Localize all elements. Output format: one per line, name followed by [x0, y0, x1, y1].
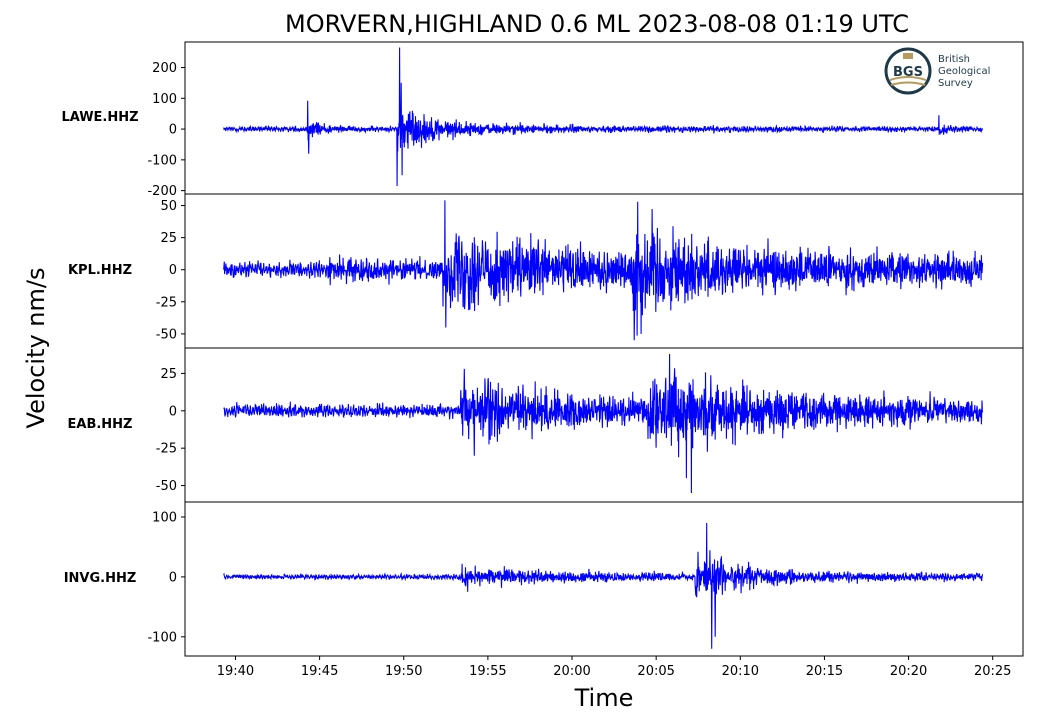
y-tick-label: 50	[160, 199, 177, 214]
x-axis-label: Time	[574, 684, 634, 712]
x-axis-ticks: 19:40 19:45 19:50 19:55 20:00 20:05 20:10 20:15…	[217, 656, 1011, 679]
bgs-logo: BGS British Geological Survey	[884, 47, 990, 95]
y-tick-label: 200	[152, 61, 177, 76]
y-axis-label: Velocity nm/s	[22, 268, 50, 429]
panel-eab-hhz: 25 0 -25 -50 EAB.HHZ	[68, 347, 1024, 503]
trace-kpl-hhz	[223, 200, 984, 341]
trace-eab-hhz	[223, 353, 984, 494]
y-tick-label: 0	[169, 570, 177, 585]
trace-invg-hhz	[223, 522, 984, 649]
y-tick-label: 25	[160, 367, 177, 382]
x-tick-label: 20:15	[806, 664, 843, 679]
x-tick-label: 20:00	[553, 664, 590, 679]
station-label: INVG.HHZ	[64, 571, 137, 586]
y-tick-label: 25	[160, 231, 177, 246]
x-tick-label: 19:55	[469, 664, 506, 679]
panel-kpl-hhz: 50 25 0 -25 -50 KPL.HHZ	[68, 193, 1024, 349]
logo-ring	[884, 47, 932, 95]
y-tick-label: -100	[147, 153, 177, 168]
station-label: KPL.HHZ	[68, 263, 132, 278]
y-tick-label: -100	[147, 630, 177, 645]
trace-lawe-hhz	[223, 47, 983, 187]
logo-waves	[889, 76, 927, 86]
y-tick-label: -200	[147, 184, 177, 199]
station-label: EAB.HHZ	[68, 417, 133, 432]
logo-line-2: Geological	[938, 66, 990, 77]
panel-lawe-hhz: 200 100 0 -100 -200 LAWE.HHZ	[61, 41, 1024, 199]
chart-title: MORVERN,HIGHLAND 0.6 ML 2023-08-08 01:19…	[285, 10, 909, 38]
y-tick-label: 0	[169, 404, 177, 419]
y-tick-label: -50	[156, 327, 177, 342]
x-tick-label: 20:10	[722, 664, 759, 679]
y-tick-label: -25	[156, 295, 177, 310]
x-tick-label: 20:20	[890, 664, 927, 679]
x-tick-label: 19:50	[385, 664, 422, 679]
y-tick-label: -25	[156, 442, 177, 457]
y-tick-label: 0	[169, 123, 177, 138]
y-tick-label: 100	[152, 92, 177, 107]
panel-invg-hhz: 100 0 -100 INVG.HHZ	[64, 501, 1024, 657]
x-tick-label: 20:25	[974, 664, 1011, 679]
y-tick-label: 100	[152, 510, 177, 525]
x-tick-label: 19:45	[301, 664, 338, 679]
y-tick-label: 0	[169, 263, 177, 278]
logo-line-1: British	[938, 54, 970, 65]
crown-icon	[903, 53, 913, 59]
y-tick-label: -50	[156, 479, 177, 494]
station-label: LAWE.HHZ	[61, 110, 138, 125]
x-tick-label: 19:40	[217, 664, 254, 679]
panel-frame	[184, 501, 1024, 657]
logo-line-3: Survey	[938, 78, 973, 89]
logo-initials: BGS	[893, 65, 923, 80]
x-tick-label: 20:05	[637, 664, 674, 679]
